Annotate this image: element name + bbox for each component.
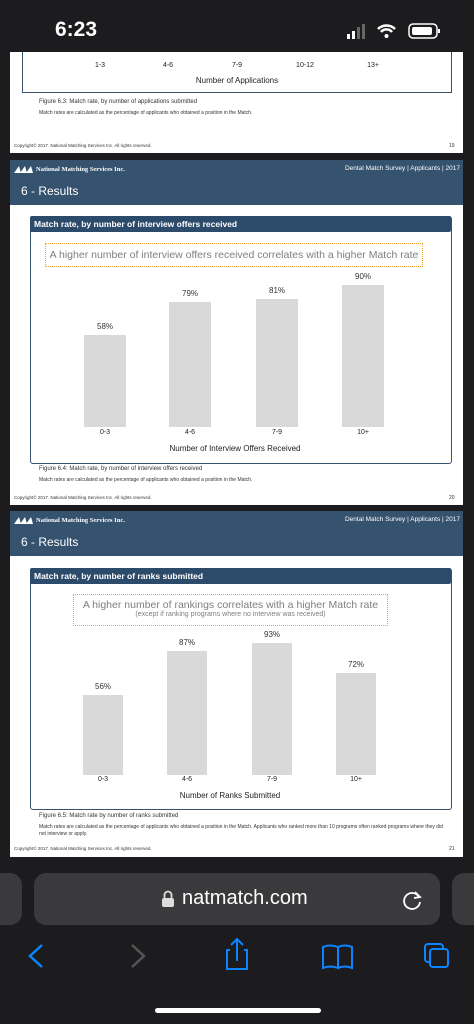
section-title: 6 - Results [21, 184, 79, 198]
page-number: 21 [449, 846, 455, 852]
figure-caption: Figure 6.5: Match rate by number of rank… [39, 813, 179, 819]
x-axis-label: Number of Interview Offers Received [169, 444, 301, 453]
data-label: 58% [96, 322, 114, 332]
figure-note: Match rates are calculated as the percen… [39, 824, 443, 837]
adjacent-tab[interactable] [0, 873, 22, 925]
org-name: National Matching Services Inc. [36, 166, 125, 173]
tabs-button[interactable] [424, 943, 449, 968]
callout: A higher number of rankings correlates w… [73, 594, 388, 626]
share-button[interactable] [226, 937, 248, 970]
figure-note: Match rates are calculated as the percen… [39, 110, 253, 116]
bar [336, 672, 376, 775]
data-label: 81% [268, 286, 286, 296]
bar [252, 642, 292, 775]
x-axis-label: Number of Ranks Submitted [179, 791, 281, 800]
bar [83, 695, 123, 775]
x-tick-label: 7-9 [266, 776, 278, 783]
report-name: Dental Match Survey | Applicants | 2017 [344, 165, 460, 172]
page-header [10, 160, 463, 205]
copyright: Copyright© 2017. National Matching Servi… [14, 495, 152, 500]
reload-button[interactable] [402, 889, 424, 911]
figure-caption: Figure 6.4: Match rate, by number of int… [39, 466, 203, 472]
adjacent-tab[interactable] [452, 873, 474, 925]
page-number: 19 [449, 143, 455, 149]
section-title: 6 - Results [21, 535, 79, 549]
data-label: 90% [354, 271, 372, 281]
status-time: 6:23 [55, 18, 98, 41]
copyright: Copyright© 2017. National Matching Servi… [14, 143, 152, 148]
figure-note: Match rates are calculated as the percen… [39, 477, 253, 483]
callout: A higher number of interview offers rece… [45, 243, 423, 267]
x-tick-label: 4-6 [184, 429, 196, 436]
callout-subtext: (except if ranking programs where no int… [135, 611, 326, 618]
x-tick-label: 1-3 [94, 62, 106, 69]
x-tick-label: 0-3 [99, 429, 111, 436]
url[interactable]: natmatch.com [182, 887, 308, 909]
org-name: National Matching Services Inc. [36, 517, 125, 524]
x-tick-label: 10+ [357, 429, 369, 436]
bar [256, 299, 298, 427]
data-label: 56% [94, 682, 112, 692]
x-tick-label: 0-3 [97, 776, 109, 783]
chart-title: Match rate, by number of interview offer… [30, 216, 451, 232]
home-indicator [155, 1008, 321, 1013]
chart-title: Match rate, by number of ranks submitted [30, 568, 451, 584]
bar [167, 651, 207, 775]
bar [84, 335, 126, 427]
toolbar [28, 937, 449, 970]
bookmarks-button[interactable] [322, 944, 353, 970]
page-header [10, 511, 463, 556]
report-name: Dental Match Survey | Applicants | 2017 [344, 516, 460, 523]
forward-button[interactable] [131, 944, 146, 968]
x-tick-label: 4-6 [162, 62, 174, 69]
x-axis-label: Number of Applications [195, 76, 279, 85]
callout-text: A higher number of rankings correlates w… [82, 599, 379, 611]
data-label: 87% [178, 638, 196, 648]
x-tick-label: 10-12 [296, 62, 314, 69]
lock-icon [162, 890, 174, 907]
data-label: 93% [263, 629, 281, 639]
copyright: Copyright© 2017. National Matching Servi… [14, 846, 152, 851]
chart-panel [22, 52, 452, 93]
page-number: 20 [449, 495, 455, 501]
logo [14, 166, 33, 173]
bar [342, 284, 384, 427]
address-bar[interactable] [34, 873, 440, 925]
data-label: 79% [181, 289, 199, 299]
logo [14, 517, 33, 524]
data-label: 72% [347, 659, 365, 669]
status-icons [347, 23, 440, 39]
x-tick-label: 7-9 [231, 62, 243, 69]
x-tick-label: 4-6 [181, 776, 193, 783]
back-button[interactable] [28, 944, 43, 968]
figure-caption: Figure 6.3: Match rate, by number of app… [39, 99, 198, 105]
x-tick-label: 7-9 [271, 429, 283, 436]
x-tick-label: 10+ [350, 776, 362, 783]
bar [169, 302, 211, 427]
pdf-page [10, 52, 463, 153]
x-tick-label: 13+ [367, 62, 379, 69]
